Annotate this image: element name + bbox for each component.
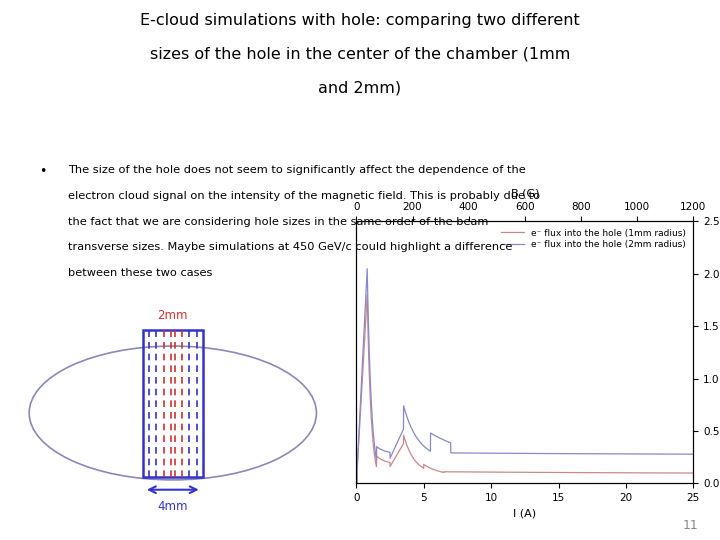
- Text: 11: 11: [683, 519, 698, 532]
- Text: between these two cases: between these two cases: [68, 268, 213, 279]
- e⁻ flux into the hole (2mm radius): [410, 431, 419, 438]
- X-axis label: B (G): B (G): [510, 188, 539, 198]
- Text: sizes of the hole in the center of the chamber (1mm: sizes of the hole in the center of the c…: [150, 47, 570, 62]
- e⁻ flux into the hole (2mm radius): [683, 451, 691, 457]
- e⁻ flux into the hole (1mm radius): [647, 470, 655, 476]
- e⁻ flux into the hole (1mm radius): [410, 457, 419, 464]
- e⁻ flux into the hole (2mm radius): [647, 451, 655, 457]
- e⁻ flux into the hole (2mm radius): [689, 451, 698, 457]
- e⁻ flux into the hole (2mm radius): [496, 450, 505, 456]
- e⁻ flux into the hole (1mm radius): [391, 455, 400, 462]
- Text: 2mm: 2mm: [158, 309, 188, 322]
- Text: The size of the hole does not seem to significantly affect the dependence of the: The size of the hole does not seem to si…: [68, 165, 526, 175]
- Text: and 2mm): and 2mm): [318, 80, 402, 96]
- e⁻ flux into the hole (1mm radius): [352, 480, 361, 487]
- Legend: e⁻ flux into the hole (1mm radius), e⁻ flux into the hole (2mm radius): e⁻ flux into the hole (1mm radius), e⁻ f…: [499, 226, 689, 252]
- Text: transverse sizes. Maybe simulations at 450 GeV/c could highlight a difference: transverse sizes. Maybe simulations at 4…: [68, 242, 513, 253]
- e⁻ flux into the hole (1mm radius): [363, 292, 372, 298]
- Bar: [143, 330, 203, 477]
- Line: e⁻ flux into the hole (2mm radius): e⁻ flux into the hole (2mm radius): [356, 269, 693, 483]
- Text: E-cloud simulations with hole: comparing two different: E-cloud simulations with hole: comparing…: [140, 14, 580, 29]
- Text: the fact that we are considering hole sizes in the same order of the beam: the fact that we are considering hole si…: [68, 217, 489, 227]
- e⁻ flux into the hole (1mm radius): [496, 469, 505, 475]
- X-axis label: I (A): I (A): [513, 509, 536, 518]
- e⁻ flux into the hole (2mm radius): [482, 450, 490, 456]
- e⁻ flux into the hole (2mm radius): [352, 480, 361, 487]
- e⁻ flux into the hole (1mm radius): [683, 470, 691, 476]
- e⁻ flux into the hole (1mm radius): [482, 469, 490, 475]
- Line: e⁻ flux into the hole (1mm radius): e⁻ flux into the hole (1mm radius): [356, 295, 693, 483]
- Text: •: •: [40, 165, 47, 178]
- Text: electron cloud signal on the intensity of the magnetic field. This is probably d: electron cloud signal on the intensity o…: [68, 191, 541, 201]
- Text: 4mm: 4mm: [158, 500, 188, 512]
- e⁻ flux into the hole (2mm radius): [391, 444, 400, 451]
- e⁻ flux into the hole (1mm radius): [689, 470, 698, 476]
- e⁻ flux into the hole (2mm radius): [363, 266, 372, 272]
